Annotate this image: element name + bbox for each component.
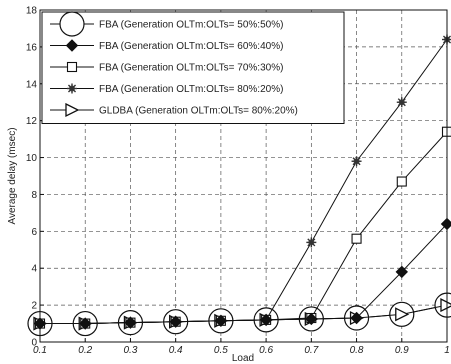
legend-item: FBA (Generation OLTm:OLTs= 80%:20%) bbox=[50, 83, 283, 95]
plot-frame bbox=[39, 9, 448, 343]
data-point bbox=[306, 237, 317, 248]
y-tick-label: 8 bbox=[31, 190, 37, 201]
legend-marker-star bbox=[67, 83, 77, 94]
y-tick-label: 4 bbox=[31, 264, 37, 275]
data-point bbox=[259, 313, 273, 327]
series-line bbox=[40, 223, 448, 325]
legend-label: FBA (Generation OLTm:OLTs= 60%:40%) bbox=[99, 41, 283, 52]
data-point bbox=[395, 307, 410, 322]
x-tick-label: 0.6 bbox=[259, 345, 273, 356]
x-tick-label: 1 bbox=[444, 345, 450, 356]
legend-label: GLDBA (Generation OLTm:OLTs= 80%:20%) bbox=[99, 106, 298, 117]
tick-labels: 0.1 0.2 0.3 0.4 0.5 0.6 0.7 0.8 0.9 1024681012141… bbox=[26, 6, 450, 357]
x-tick-label: 0.1 bbox=[33, 345, 47, 356]
series bbox=[27, 34, 451, 337]
x-tick-label: 0.2 bbox=[78, 345, 92, 356]
legend: FBA (Generation OLTm:OLTs= 50%:50%) FBA (… bbox=[41, 11, 345, 124]
x-tick-label: 0.4 bbox=[169, 345, 183, 356]
data-point bbox=[396, 97, 407, 108]
data-point bbox=[396, 176, 407, 187]
legend-item: FBA (Generation OLTm:OLTs= 70%:30%) bbox=[50, 61, 283, 74]
data-point bbox=[351, 156, 362, 167]
x-tick-label: 0.8 bbox=[350, 345, 364, 356]
legend-label: FBA (Generation OLTm:OLTs= 80%:20%) bbox=[99, 84, 283, 95]
y-tick-label: 6 bbox=[31, 227, 37, 238]
legend-marker-triangle-right bbox=[65, 102, 80, 118]
legend-item: GLDBA (Generation OLTm:OLTs= 80%:20%) bbox=[50, 102, 298, 118]
legend-label: FBA (Generation OLTm:OLTs= 50%:50%) bbox=[99, 20, 283, 31]
series-diamond bbox=[33, 217, 451, 330]
y-tick-label: 10 bbox=[26, 153, 38, 164]
y-tick-label: 2 bbox=[31, 301, 37, 312]
y-tick-label: 14 bbox=[26, 79, 38, 90]
legend-marker-diamond bbox=[65, 39, 79, 52]
series-circle bbox=[27, 292, 451, 337]
data-point bbox=[395, 265, 408, 279]
x-tick-label: 0.5 bbox=[214, 345, 228, 356]
data-point bbox=[350, 311, 363, 325]
legend-label: FBA (Generation OLTm:OLTs= 70%:30%) bbox=[99, 63, 283, 74]
legend-marker-circle bbox=[59, 11, 85, 37]
y-tick-label: 18 bbox=[26, 6, 38, 17]
series-line bbox=[40, 131, 448, 325]
data-point bbox=[124, 316, 137, 329]
data-point bbox=[305, 312, 318, 326]
x-tick-label: 0.7 bbox=[304, 345, 318, 356]
y-tick-label: 16 bbox=[26, 42, 38, 53]
legend-item: FBA (Generation OLTm:OLTs= 60%:40%) bbox=[50, 39, 283, 52]
y-axis-label: Average delay (msec) bbox=[7, 127, 18, 224]
legend-marker-square bbox=[66, 61, 78, 73]
legend-item: FBA (Generation OLTm:OLTs= 50%:50%) bbox=[50, 11, 283, 37]
legend-box bbox=[41, 11, 345, 124]
data-point bbox=[169, 315, 182, 328]
data-point bbox=[351, 233, 362, 244]
x-tick-label: 0.3 bbox=[123, 345, 137, 356]
y-tick-label: 12 bbox=[26, 116, 38, 127]
data-point bbox=[79, 317, 92, 330]
data-point bbox=[214, 314, 228, 327]
y-tick-label: 0 bbox=[31, 338, 37, 349]
x-axis-label: Load bbox=[232, 353, 254, 364]
x-tick-label: 0.9 bbox=[395, 345, 409, 356]
